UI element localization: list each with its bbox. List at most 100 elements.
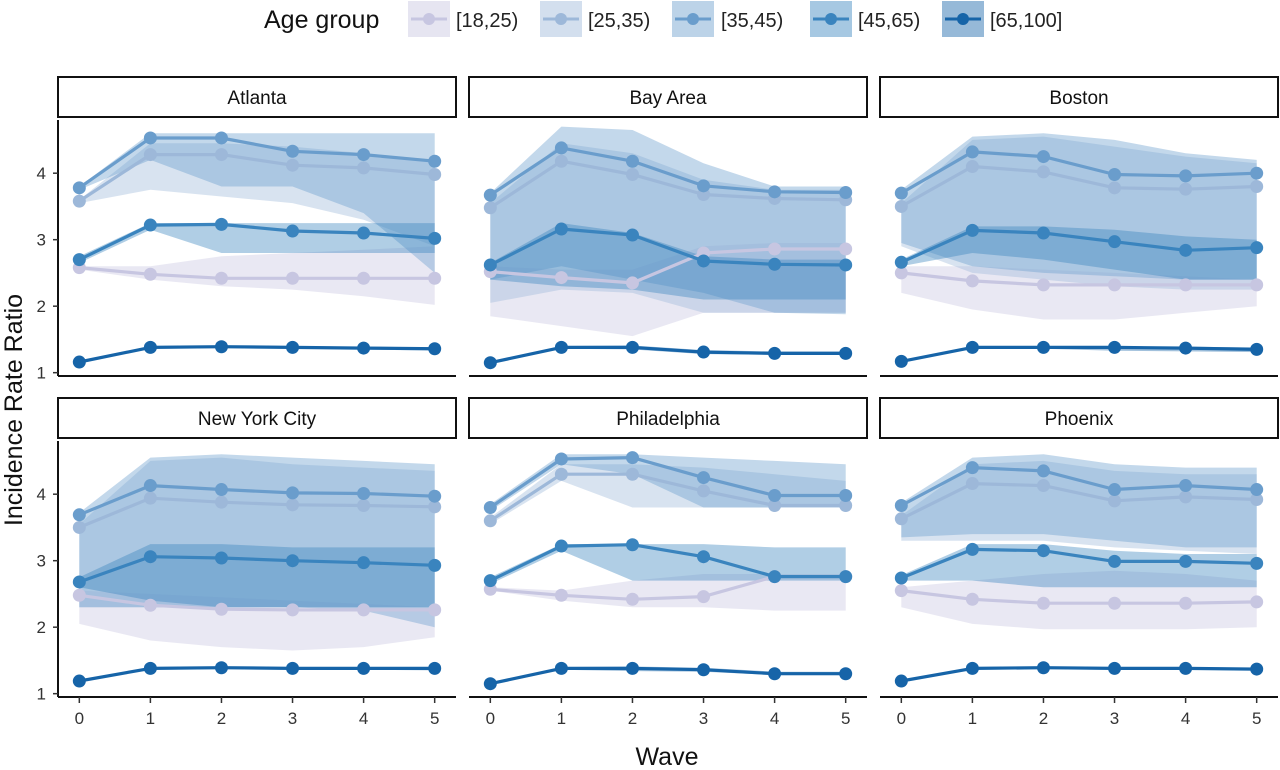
data-point-65-100 bbox=[839, 346, 853, 360]
x-tick-label: 0 bbox=[486, 709, 495, 728]
data-point-45-65 bbox=[1179, 243, 1193, 257]
data-point-45-65 bbox=[483, 574, 497, 588]
data-point-18-25 bbox=[143, 267, 157, 281]
data-point-45-65 bbox=[894, 571, 908, 585]
data-point-18-25 bbox=[428, 271, 442, 285]
data-point-18-25 bbox=[965, 274, 979, 288]
series-line-25-35 bbox=[489, 159, 846, 210]
data-point-25-35 bbox=[286, 158, 300, 172]
ribbon-45-65 bbox=[901, 544, 1257, 588]
legend-point-45-65 bbox=[825, 13, 837, 25]
data-point-35-45 bbox=[483, 500, 497, 514]
data-point-25-35 bbox=[965, 160, 979, 174]
series-line-45-65 bbox=[489, 543, 846, 583]
strip-boston bbox=[879, 76, 1279, 118]
panel-philadelphia: Philadelphia 0 1 2 3 4 5 bbox=[468, 397, 868, 728]
data-point-35-45 bbox=[554, 141, 568, 155]
data-point-25-35 bbox=[1250, 493, 1264, 507]
data-point-18-25 bbox=[1179, 278, 1193, 292]
data-point-25-35 bbox=[839, 498, 853, 512]
legend-label-65-100: [65,100] bbox=[990, 10, 1062, 32]
series-line-35-45 bbox=[78, 484, 435, 517]
data-point-35-45 bbox=[697, 471, 711, 485]
data-point-65-100 bbox=[357, 661, 371, 675]
data-point-45-65 bbox=[72, 575, 86, 589]
ribbon-18-25 bbox=[79, 246, 435, 305]
data-point-25-35 bbox=[428, 168, 442, 182]
data-point-35-45 bbox=[357, 487, 371, 501]
data-point-35-45 bbox=[214, 131, 228, 145]
data-point-25-35 bbox=[768, 498, 782, 512]
data-point-25-35 bbox=[214, 495, 228, 509]
data-point-35-45 bbox=[894, 498, 908, 512]
data-point-65-100 bbox=[483, 677, 497, 691]
data-point-25-35 bbox=[894, 199, 908, 213]
ribbon-25-35 bbox=[79, 457, 435, 608]
legend: Age group [18,25) [25,35) [35,45) [45,65) [6… bbox=[264, 1, 1062, 37]
legend-label-35-45: [35,45) bbox=[721, 10, 783, 32]
data-point-18-25 bbox=[554, 271, 568, 285]
data-point-45-65 bbox=[697, 550, 711, 564]
data-point-35-45 bbox=[625, 154, 639, 168]
series-line-25-35 bbox=[900, 482, 1257, 521]
data-point-25-35 bbox=[894, 512, 908, 526]
data-point-18-25 bbox=[1036, 278, 1050, 292]
data-point-25-35 bbox=[1179, 182, 1193, 196]
data-point-45-65 bbox=[143, 218, 157, 232]
data-point-25-35 bbox=[1179, 490, 1193, 504]
data-point-45-65 bbox=[625, 538, 639, 552]
data-point-35-45 bbox=[1108, 483, 1122, 497]
data-point-65-100 bbox=[1108, 661, 1122, 675]
data-point-18-25 bbox=[1250, 278, 1264, 292]
data-point-65-100 bbox=[72, 355, 86, 369]
ribbon-35-45 bbox=[490, 126, 846, 315]
data-point-65-100 bbox=[1179, 661, 1193, 675]
data-point-45-65 bbox=[72, 253, 86, 267]
data-point-65-100 bbox=[357, 341, 371, 355]
ribbon-35-45 bbox=[79, 454, 435, 628]
data-point-35-45 bbox=[72, 181, 86, 195]
data-point-18-25 bbox=[214, 602, 228, 616]
series-line-25-35 bbox=[900, 164, 1257, 208]
data-point-65-100 bbox=[554, 661, 568, 675]
series-line-35-45 bbox=[489, 146, 846, 197]
series-line-35-45 bbox=[900, 150, 1257, 195]
y-tick-label: 3 bbox=[37, 552, 46, 571]
data-point-35-45 bbox=[839, 185, 853, 199]
data-point-25-35 bbox=[72, 194, 86, 208]
data-point-35-45 bbox=[768, 489, 782, 503]
ribbon-18-25 bbox=[901, 266, 1257, 320]
data-point-35-45 bbox=[894, 186, 908, 200]
ribbon-25-35 bbox=[79, 143, 435, 247]
data-point-65-100 bbox=[894, 674, 908, 688]
data-point-65-100 bbox=[894, 354, 908, 368]
data-point-18-25 bbox=[357, 271, 371, 285]
data-point-65-100 bbox=[286, 340, 300, 354]
data-point-25-35 bbox=[1036, 479, 1050, 493]
strip-label-philadelphia: Philadelphia bbox=[616, 409, 720, 430]
x-tick-label: 0 bbox=[75, 709, 84, 728]
data-point-65-100 bbox=[1036, 661, 1050, 675]
series-line-35-45 bbox=[900, 466, 1257, 507]
data-point-45-65 bbox=[428, 558, 442, 572]
data-point-45-65 bbox=[483, 258, 497, 272]
ribbon-25-35 bbox=[490, 464, 846, 525]
series-line-25-35 bbox=[78, 496, 435, 529]
data-point-65-100 bbox=[697, 345, 711, 359]
data-point-35-45 bbox=[428, 489, 442, 503]
y-tick-label: 4 bbox=[37, 485, 46, 504]
data-point-45-65 bbox=[428, 231, 442, 245]
data-point-65-100 bbox=[768, 346, 782, 360]
x-tick-label: 3 bbox=[1110, 709, 1119, 728]
legend-point-18-25 bbox=[423, 13, 435, 25]
data-point-25-35 bbox=[554, 154, 568, 168]
data-point-35-45 bbox=[768, 185, 782, 199]
x-tick-label: 2 bbox=[1039, 709, 1048, 728]
data-point-45-65 bbox=[214, 217, 228, 231]
data-point-25-35 bbox=[554, 467, 568, 481]
data-point-18-25 bbox=[1179, 596, 1193, 610]
data-point-45-65 bbox=[697, 254, 711, 268]
data-point-25-35 bbox=[965, 477, 979, 491]
y-tick-label: 1 bbox=[37, 364, 46, 383]
data-point-35-45 bbox=[214, 483, 228, 497]
